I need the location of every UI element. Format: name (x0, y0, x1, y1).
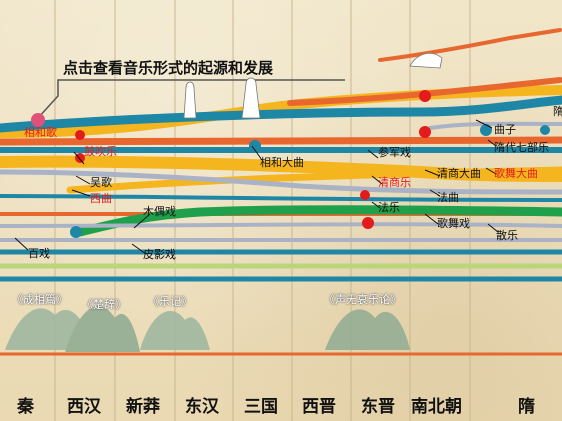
label-wuge[interactable]: 吴歌 (90, 176, 112, 189)
label-faqu[interactable]: 法曲 (437, 191, 459, 204)
node-guchuiyue (75, 130, 85, 140)
node-qingshangyue (360, 190, 370, 200)
node-xianghedaqu (249, 140, 261, 152)
pointer-line (133, 213, 151, 229)
era-qin[interactable]: 秦 (17, 397, 34, 417)
pointer-line (485, 167, 497, 175)
pointer-line (131, 243, 147, 255)
book-chuci[interactable]: 《楚辞》 (82, 298, 126, 311)
label-guchuiyue[interactable]: 鼓吹乐 (84, 145, 117, 158)
era-dongjin[interactable]: 东晋 (361, 397, 395, 417)
stream-teal-thin (0, 194, 562, 202)
mountain-icon (325, 309, 410, 350)
pointer-line (251, 145, 263, 161)
label-gewudaqu[interactable]: 歌舞大曲 (494, 167, 538, 180)
musician-figure-icon (183, 81, 197, 119)
pointer-line (73, 151, 85, 165)
label-xianghege[interactable]: 相和歌 (24, 126, 57, 139)
label-xianghedaqu[interactable]: 相和大曲 (260, 156, 304, 169)
book-chengxiangpian[interactable]: 《成相篇》 (12, 293, 67, 306)
stream-gray-1 (0, 169, 562, 195)
musician-figure-icon (241, 77, 261, 119)
era-sanguo[interactable]: 三国 (244, 397, 278, 417)
pointer-line (424, 213, 439, 225)
pointer-line (367, 149, 379, 159)
node-canjunxi (419, 126, 431, 138)
mountain-icon (140, 311, 210, 350)
node-suiqibuyue (540, 125, 550, 135)
stream-gray-2 (0, 222, 562, 228)
stream-orange-mid (0, 136, 562, 146)
era-xinmang[interactable]: 新莽 (126, 397, 160, 417)
pointer-line (424, 169, 441, 177)
label-suiqibuyue[interactable]: 隋代七部乐 (494, 141, 549, 154)
label-gewuxi[interactable]: 歌舞戏 (437, 217, 470, 230)
mountain-icon (65, 306, 140, 352)
stream-orange-upper (287, 77, 562, 106)
label-canjunxi[interactable]: 参军戏 (378, 146, 411, 159)
era-sui[interactable]: 隋 (518, 397, 535, 417)
label-sanyue[interactable]: 散乐 (496, 229, 518, 242)
label-qingshangyue[interactable]: 清商乐 (378, 176, 411, 189)
node-quzi-top (419, 90, 431, 102)
stream-green (75, 205, 562, 237)
node-fayue (362, 217, 374, 229)
label-sui-cut[interactable]: 隋 (553, 105, 562, 118)
pointer-line (75, 175, 91, 185)
headline-link[interactable]: 点击查看音乐形式的起源和发展 (63, 59, 274, 77)
pointer-line (429, 189, 441, 197)
pointer-line (14, 237, 29, 251)
node-quzi (480, 124, 492, 136)
node-xianghege (31, 113, 45, 127)
stream-yellow-wide (0, 155, 562, 182)
label-baixi[interactable]: 百戏 (28, 247, 50, 260)
stream-yellow-2 (66, 166, 562, 194)
musician-figure-icon (409, 52, 443, 69)
book-yueji[interactable]: 《乐记》 (148, 295, 192, 308)
pointer-line (371, 175, 383, 185)
label-muouxi[interactable]: 木偶戏 (143, 205, 176, 218)
book-shengwuaileluen[interactable]: 《声无哀乐论》 (324, 293, 401, 306)
stream-gray-top (428, 121, 562, 130)
era-xijin[interactable]: 西晋 (302, 397, 336, 417)
label-piyingxi[interactable]: 皮影戏 (143, 248, 176, 261)
label-xiqu[interactable]: 西曲 (90, 192, 112, 205)
pointer-line (475, 119, 493, 129)
label-qingshangdaqu[interactable]: 清商大曲 (437, 167, 481, 180)
era-xihan[interactable]: 西汉 (67, 397, 101, 417)
pointer-line (487, 223, 499, 233)
pointer-line (487, 139, 497, 147)
label-fayue[interactable]: 法乐 (378, 201, 400, 214)
headline-pointer-line (37, 79, 345, 119)
label-quzi[interactable]: 曲子 (494, 123, 516, 136)
era-donghan[interactable]: 东汉 (185, 397, 219, 417)
pointer-line (71, 189, 91, 197)
era-nanbeichao[interactable]: 南北朝 (411, 397, 462, 417)
mountain-illustrations (5, 306, 410, 352)
pointer-line (371, 201, 381, 209)
stream-orange-top (378, 28, 562, 62)
stream-teal-top (0, 95, 562, 133)
node-baixi (70, 226, 82, 238)
